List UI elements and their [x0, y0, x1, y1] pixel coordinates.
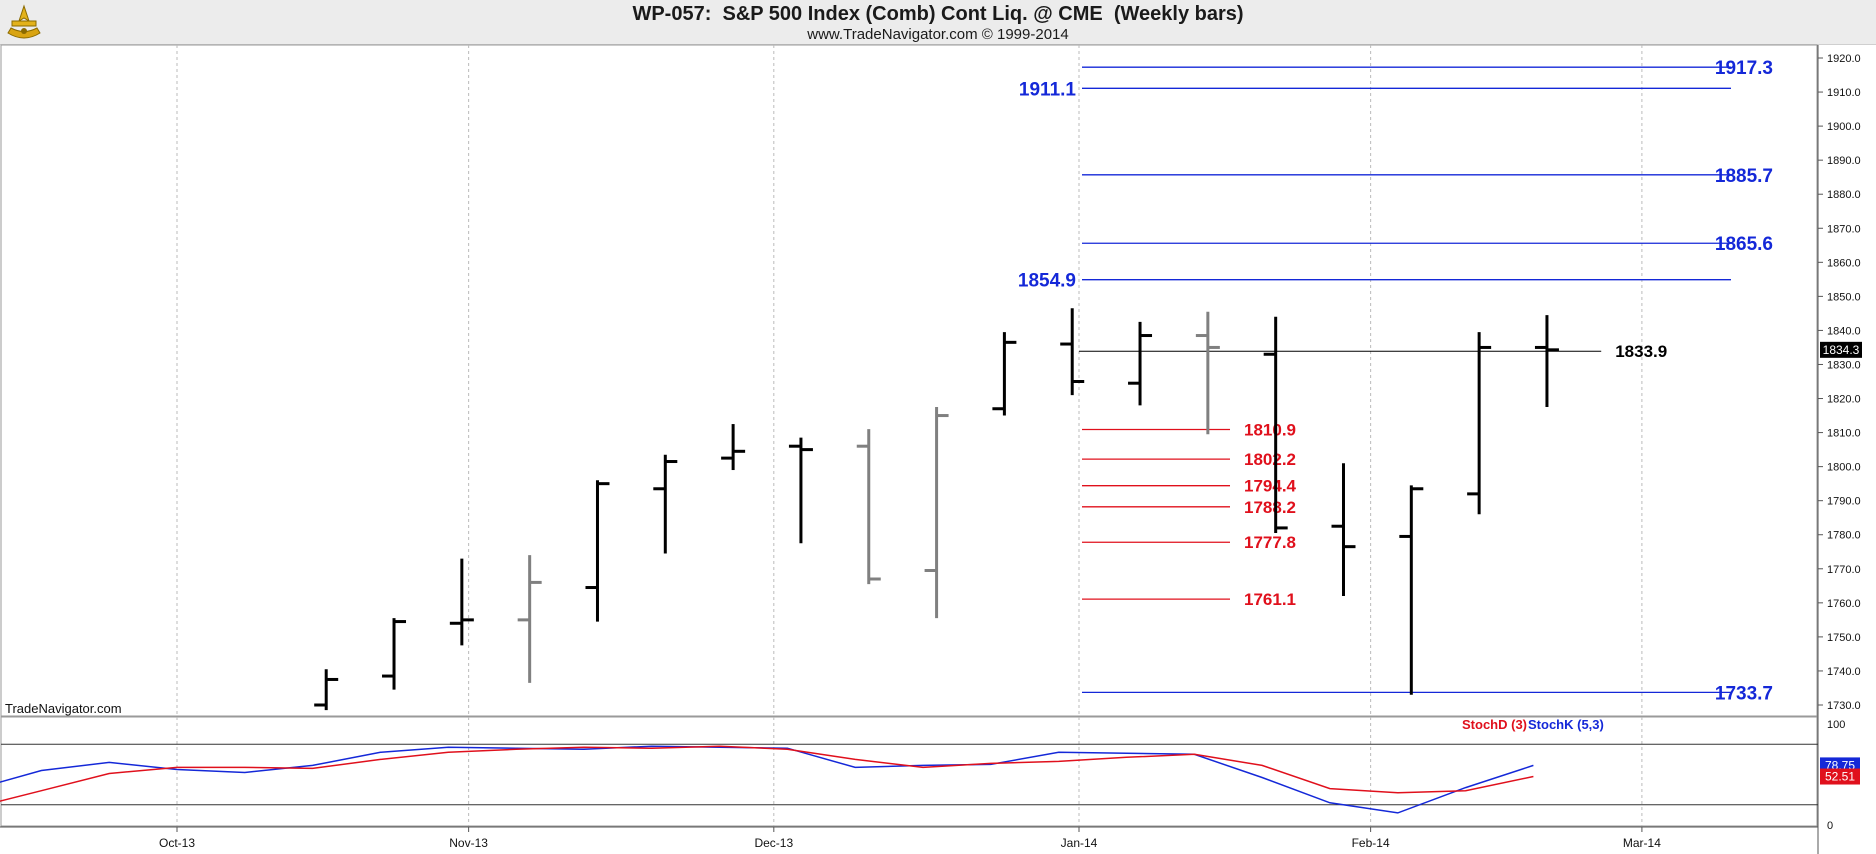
ohlc-bar [1331, 463, 1356, 597]
last-price-label: 1834.3 [1823, 343, 1860, 357]
x-tick-label-Nov-13: Nov-13 [449, 836, 488, 850]
y-tick-label: 1900.0 [1827, 121, 1861, 133]
stoch-tick-0: 0 [1827, 820, 1833, 832]
ohlc-bar [788, 437, 813, 544]
blue-level-label: 1917.3 [1715, 58, 1773, 79]
blue-level-label: 1885.7 [1715, 166, 1773, 187]
chart-header: WP-057: S&P 500 Index (Comb) Cont Liq. @… [0, 0, 1876, 45]
ohlc-bar [1128, 321, 1153, 406]
red-level-label: 1794.4 [1244, 477, 1297, 496]
y-tick-label: 1790.0 [1827, 496, 1861, 508]
reference-line-label: 1833.9 [1615, 342, 1667, 361]
stoch-d-legend: StochD (3) [1462, 717, 1527, 732]
ohlc-bar [1263, 316, 1288, 534]
red-level-label: 1777.8 [1244, 533, 1296, 552]
chart-subtitle: www.TradeNavigator.com © 1999-2014 [807, 26, 1069, 43]
ohlc-bar [1534, 315, 1559, 408]
y-tick-label: 1870.0 [1827, 223, 1861, 235]
indicator-panel-frame [0, 716, 1818, 827]
x-tick-label-Mar-14: Mar-14 [1623, 836, 1661, 850]
stoch-tick-100: 100 [1827, 719, 1845, 731]
y-tick-label: 1820.0 [1827, 394, 1861, 406]
y-tick-label: 1730.0 [1827, 700, 1861, 712]
y-tick-label: 1830.0 [1827, 359, 1861, 371]
bars-layer [314, 308, 1559, 711]
y-tick-label: 1800.0 [1827, 462, 1861, 474]
red-level-label: 1810.9 [1244, 421, 1296, 440]
blue-level-label: 1865.6 [1715, 234, 1773, 255]
ohlc-bar [1195, 311, 1220, 435]
ohlc-bar [1399, 485, 1424, 695]
x-tick-label-Jan-14: Jan-14 [1061, 836, 1098, 850]
y-tick-label: 1920.0 [1827, 53, 1861, 65]
red-level-label: 1761.1 [1244, 590, 1296, 609]
ohlc-bar [314, 669, 339, 711]
axes-layer: Oct-13Nov-13Dec-13Jan-14Feb-14Mar-14Apr-… [0, 45, 1862, 854]
last-price-badge [1820, 341, 1862, 358]
levels-layer: 1833.9 1917.3 1911.1 1885.7 1865.6 1854.9 1810… [1018, 58, 1773, 704]
blue-level-label: 1854.9 [1018, 271, 1076, 292]
watermark-text: TradeNavigator.com [5, 701, 122, 716]
y-tick-label: 1860.0 [1827, 257, 1861, 269]
y-tick-label: 1850.0 [1827, 291, 1861, 303]
blue-level-label: 1911.1 [1019, 79, 1076, 100]
ohlc-bar [924, 407, 949, 619]
blue-level-label: 1733.7 [1715, 683, 1773, 704]
ohlc-bar [721, 424, 746, 471]
red-level-label: 1788.2 [1244, 498, 1296, 517]
stoch-d-value: 52.51 [1825, 770, 1855, 784]
ohlc-bar [992, 332, 1017, 416]
x-tick-label-Feb-14: Feb-14 [1352, 836, 1390, 850]
x-tick-label-Dec-13: Dec-13 [754, 836, 793, 850]
y-tick-label: 1780.0 [1827, 530, 1861, 542]
ohlc-bar [449, 558, 474, 646]
ohlc-bar [856, 429, 881, 585]
y-tick-label: 1770.0 [1827, 564, 1861, 576]
grid-layer [0, 44, 1818, 827]
y-tick-label: 1760.0 [1827, 598, 1861, 610]
y-tick-label: 1890.0 [1827, 155, 1861, 167]
ohlc-bar [585, 480, 610, 622]
x-tick-label-Oct-13: Oct-13 [159, 836, 195, 850]
chart-title: WP-057: S&P 500 Index (Comb) Cont Liq. @… [632, 3, 1244, 25]
y-tick-label: 1750.0 [1827, 632, 1861, 644]
ohlc-bar [382, 618, 407, 690]
y-tick-label: 1740.0 [1827, 666, 1861, 678]
ohlc-bar [1467, 332, 1492, 515]
y-tick-label: 1880.0 [1827, 189, 1861, 201]
trade-navigator-logo-icon [7, 4, 41, 39]
ohlc-bar [1060, 308, 1085, 396]
y-tick-label: 1810.0 [1827, 428, 1861, 440]
y-tick-label: 1840.0 [1827, 325, 1861, 337]
stoch-k-legend: StochK (5,3) [1528, 717, 1604, 732]
red-level-label: 1802.2 [1244, 450, 1296, 469]
stoch-d-value-badge [1820, 768, 1860, 785]
ohlc-bar [517, 555, 542, 683]
price-panel-frame [0, 44, 1818, 717]
y-tick-label: 1910.0 [1827, 87, 1861, 99]
ohlc-bar [653, 454, 678, 554]
stoch-d-line [0, 745, 1534, 802]
